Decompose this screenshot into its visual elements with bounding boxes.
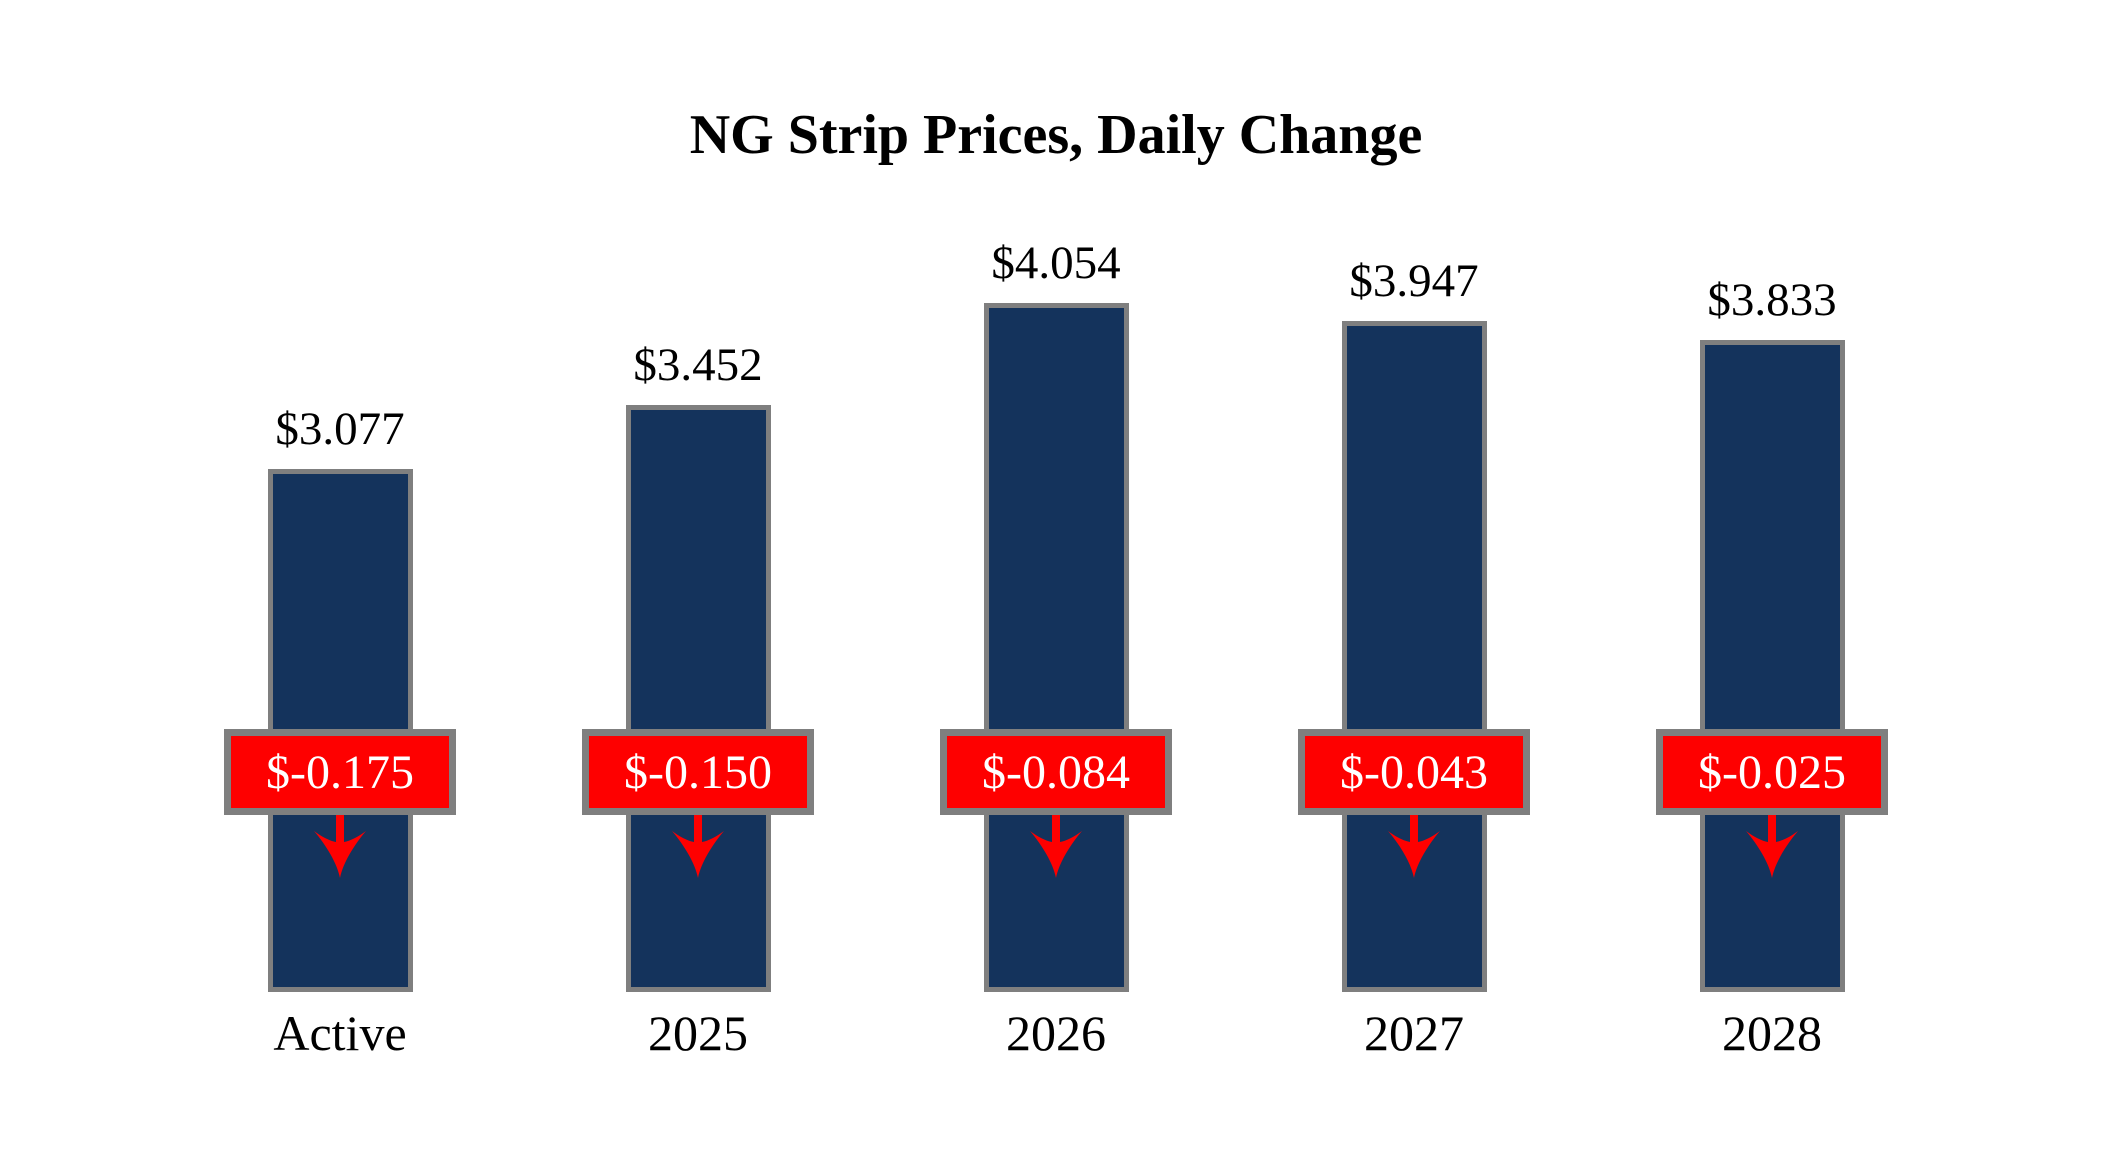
chart-title: NG Strip Prices, Daily Change (689, 104, 1423, 166)
bar-2028 (1699, 340, 1845, 992)
down-arrow-icon (1746, 812, 1798, 878)
down-arrow-icon (1030, 812, 1082, 878)
bar-2025 (625, 405, 771, 992)
bar-2026 (983, 303, 1129, 992)
value-label-2028: $3.833 (1707, 274, 1837, 326)
down-arrow-icon (314, 812, 366, 878)
category-label-2025: 2025 (648, 1005, 748, 1061)
value-label-2025: $3.452 (633, 339, 763, 391)
category-label-2027: 2027 (1364, 1005, 1464, 1061)
value-label-active: $3.077 (275, 403, 405, 455)
change-box-2025: $-0.150 (582, 729, 814, 815)
bar-2027 (1341, 321, 1487, 992)
down-arrow-icon (1388, 812, 1440, 878)
change-box-2027: $-0.043 (1298, 729, 1530, 815)
value-label-2027: $3.947 (1349, 255, 1479, 307)
category-label-active: Active (273, 1005, 407, 1061)
down-arrow-icon (672, 812, 724, 878)
change-box-active: $-0.175 (224, 729, 456, 815)
category-label-2026: 2026 (1006, 1005, 1106, 1061)
value-label-2026: $4.054 (991, 237, 1121, 289)
category-label-2028: 2028 (1722, 1005, 1822, 1061)
change-box-2026: $-0.084 (940, 729, 1172, 815)
change-box-2028: $-0.025 (1656, 729, 1888, 815)
